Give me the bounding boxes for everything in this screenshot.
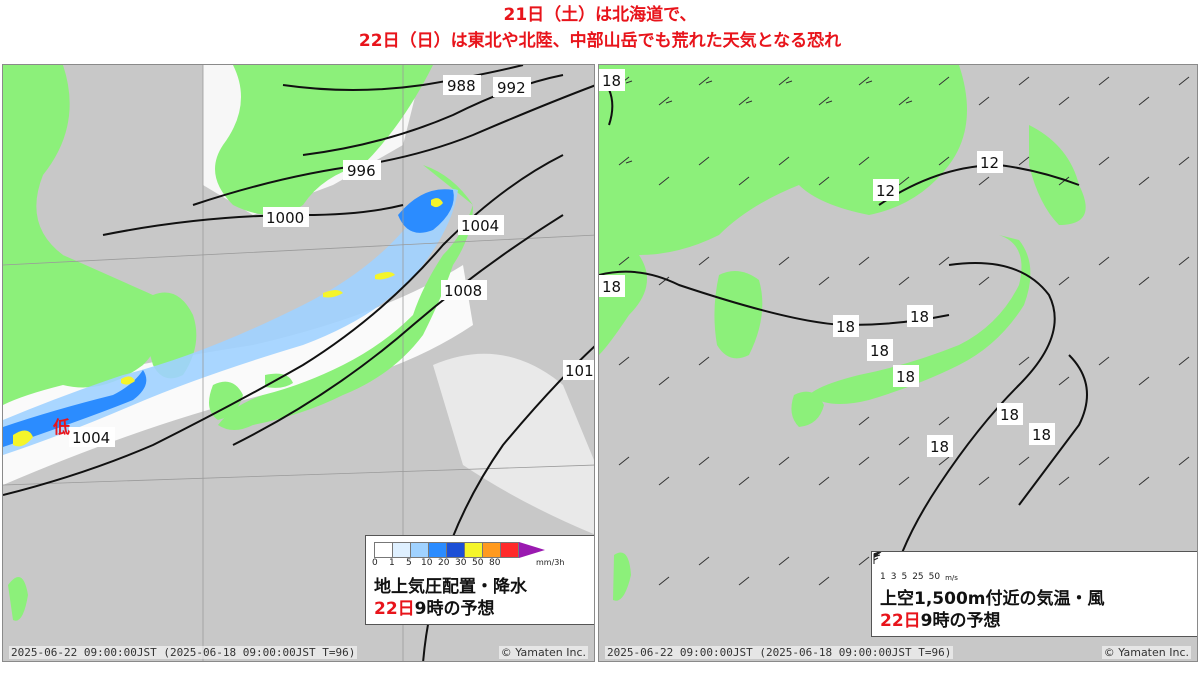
wind-barb-sample: 50 [873, 552, 941, 582]
rain-heavy [375, 272, 395, 280]
right-map-timestamp: 2025-06-22 09:00:00JST (2025-06-18 09:00… [605, 646, 954, 659]
wind-barb-sample: 5 [873, 552, 908, 582]
colorbar-label: 10 [421, 558, 433, 568]
wind-barb-label: 25 [912, 572, 924, 582]
wind-barb-sample: 25 [873, 552, 924, 582]
japan-honshu-land [809, 235, 1031, 404]
colorbar-overflow-arrow [519, 542, 545, 558]
precipitation-colorbar [374, 542, 586, 558]
taiwan-land [613, 552, 631, 601]
rain-heavy [323, 290, 343, 298]
colorbar-swatch [464, 542, 482, 558]
right-map-credit: © Yamaten Inc. [1101, 646, 1191, 659]
right-map-forecast-time: 22日9時の予想 [880, 610, 1194, 632]
colorbar-label: 0 [372, 558, 378, 568]
rain-heavy [13, 430, 33, 447]
left-map-forecast-time: 22日9時の予想 [374, 598, 586, 620]
colorbar-labels: 0 1 5 10 20 30 50 80 mm/3h [372, 558, 586, 570]
korea-land [714, 271, 763, 359]
surface-pressure-map-svg [3, 65, 594, 661]
rain-band-light [3, 189, 458, 455]
right-map-title: 上空1,500m付近の気温・風 [880, 589, 1105, 609]
headline-line-1: 21日（土）は北海道で、 [503, 5, 697, 25]
colorbar-label: 30 [455, 558, 467, 568]
colorbar-swatch [392, 542, 410, 558]
colorbar-unit: mm/3h [536, 558, 565, 567]
colorbar-label: 50 [472, 558, 484, 568]
wind-barb-label: 3 [890, 572, 897, 582]
hokkaido-land [1029, 125, 1086, 225]
headline-line-2: 22日（日）は東北や北陸、中部山岳でも荒れた天気となる恐れ [358, 31, 842, 51]
rain-band-moderate [3, 370, 147, 447]
surface-pressure-map: 988 992 996 1000 1004 1008 1004 1016 低 0… [2, 64, 595, 662]
colorbar-label: 5 [406, 558, 412, 568]
wind-barb-sample: 1 [873, 552, 886, 582]
kyushu-land [209, 381, 243, 420]
kyushu-land [791, 391, 824, 427]
colorbar-label: 1 [389, 558, 395, 568]
wind-barb-label: 5 [901, 572, 908, 582]
temperature-wind-legend: 1 3 5 25 50 m/s 上空1,500m付近の気温・風 22日9時の予想 [871, 551, 1197, 637]
wind-barb-sample: 3 [873, 552, 897, 582]
colorbar-label: 20 [438, 558, 450, 568]
cloud-area [433, 353, 594, 535]
forecast-day: 22日 [880, 611, 921, 631]
continent-land [3, 65, 433, 215]
wind-barbs [618, 76, 1190, 586]
precipitation-legend: 0 1 5 10 20 30 50 80 mm/3h 地上気圧配置・降水 22日… [365, 535, 594, 625]
colorbar-swatch [446, 542, 464, 558]
taiwan-land [8, 577, 28, 621]
colorbar-swatch [374, 542, 392, 558]
forecast-day: 22日 [374, 599, 415, 619]
colorbar-swatch [482, 542, 500, 558]
wind-unit: m/s [945, 574, 958, 582]
rain-heavy [121, 376, 135, 385]
shikoku-land [265, 373, 293, 388]
left-map-title: 地上気圧配置・降水 [374, 577, 527, 597]
rain-heavy [431, 198, 443, 208]
upper-air-temperature-wind-map: 18 12 12 18 18 18 18 18 18 18 18 1 3 5 2… [598, 64, 1198, 662]
colorbar-label: 80 [489, 558, 501, 568]
wind-barb-scale: 1 3 5 25 50 m/s [873, 552, 1194, 582]
low-pressure-label: 低 [53, 418, 70, 438]
continent-land [599, 65, 967, 255]
colorbar-swatch [410, 542, 428, 558]
wind-unit-text: m/s [945, 574, 958, 582]
continent-land [3, 65, 161, 405]
colorbar-swatch [500, 542, 519, 558]
wind-barb-label: 50 [928, 572, 941, 582]
headline: 21日（土）は北海道で、 22日（日）は東北や北陸、中部山岳でも荒れた天気となる… [0, 2, 1200, 54]
left-map-timestamp: 2025-06-22 09:00:00JST (2025-06-18 09:00… [9, 646, 358, 659]
forecast-hour: 9時の予想 [414, 599, 495, 619]
forecast-hour: 9時の予想 [920, 611, 1001, 631]
wind-barb-label: 1 [880, 572, 886, 582]
colorbar-swatch [428, 542, 446, 558]
left-map-credit: © Yamaten Inc. [498, 646, 588, 659]
